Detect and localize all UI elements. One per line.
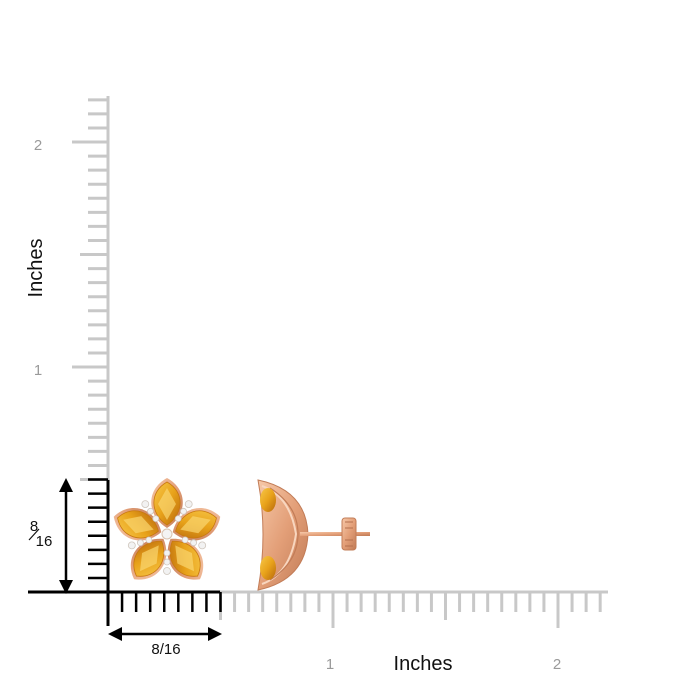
vertical-dimension-arrow: [59, 478, 73, 594]
earring-side-view: [257, 479, 370, 591]
citrine-petal: [130, 538, 167, 580]
diamond-accent: [145, 536, 153, 544]
diamond-accent: [163, 567, 171, 575]
y-tick-label: 2: [34, 137, 42, 154]
vertical-ruler: [72, 96, 110, 481]
dimension-y-numerator: 8: [30, 518, 38, 535]
dimension-y-fraction-slash: [28, 528, 40, 541]
diamond-accent: [141, 500, 150, 508]
citrine-petal: [151, 478, 183, 528]
screw-back: [341, 517, 357, 551]
x-axis-title: Inches: [394, 653, 453, 675]
diamond-accent: [127, 541, 136, 550]
side-gem: [260, 488, 276, 512]
diamond-accent: [184, 500, 193, 508]
citrine-petal: [113, 507, 162, 541]
citrine-petal: [172, 507, 221, 541]
dimension-x-label: 8/16: [151, 641, 180, 658]
diamond-accent: [152, 515, 160, 523]
earring-front-view: [113, 478, 221, 580]
vertical-black-ruler: [88, 478, 108, 594]
horizontal-dimension-arrow: [108, 627, 222, 641]
diamond-accent: [181, 536, 189, 544]
diamond-accent: [180, 507, 187, 515]
horizontal-black-ruler: [106, 592, 222, 612]
center-diamond: [161, 528, 173, 540]
y-axis-title: Inches: [25, 239, 47, 298]
diamond-accent: [163, 549, 171, 557]
diamond-accent: [190, 539, 198, 547]
x-tick-label: 1: [326, 656, 334, 673]
earring-post: [300, 532, 370, 536]
side-gem: [260, 556, 276, 580]
citrine-petal: [167, 538, 204, 580]
horizontal-ruler: [219, 590, 608, 628]
diamond-accent: [174, 515, 182, 523]
diamond-accent: [147, 507, 154, 515]
x-tick-label: 2: [553, 656, 561, 673]
diamond-accent: [163, 558, 171, 566]
diamond-accent: [136, 539, 144, 547]
dimension-y-denominator: 16: [36, 533, 53, 550]
diamond-accent: [198, 541, 207, 550]
y-tick-label: 1: [34, 362, 42, 379]
